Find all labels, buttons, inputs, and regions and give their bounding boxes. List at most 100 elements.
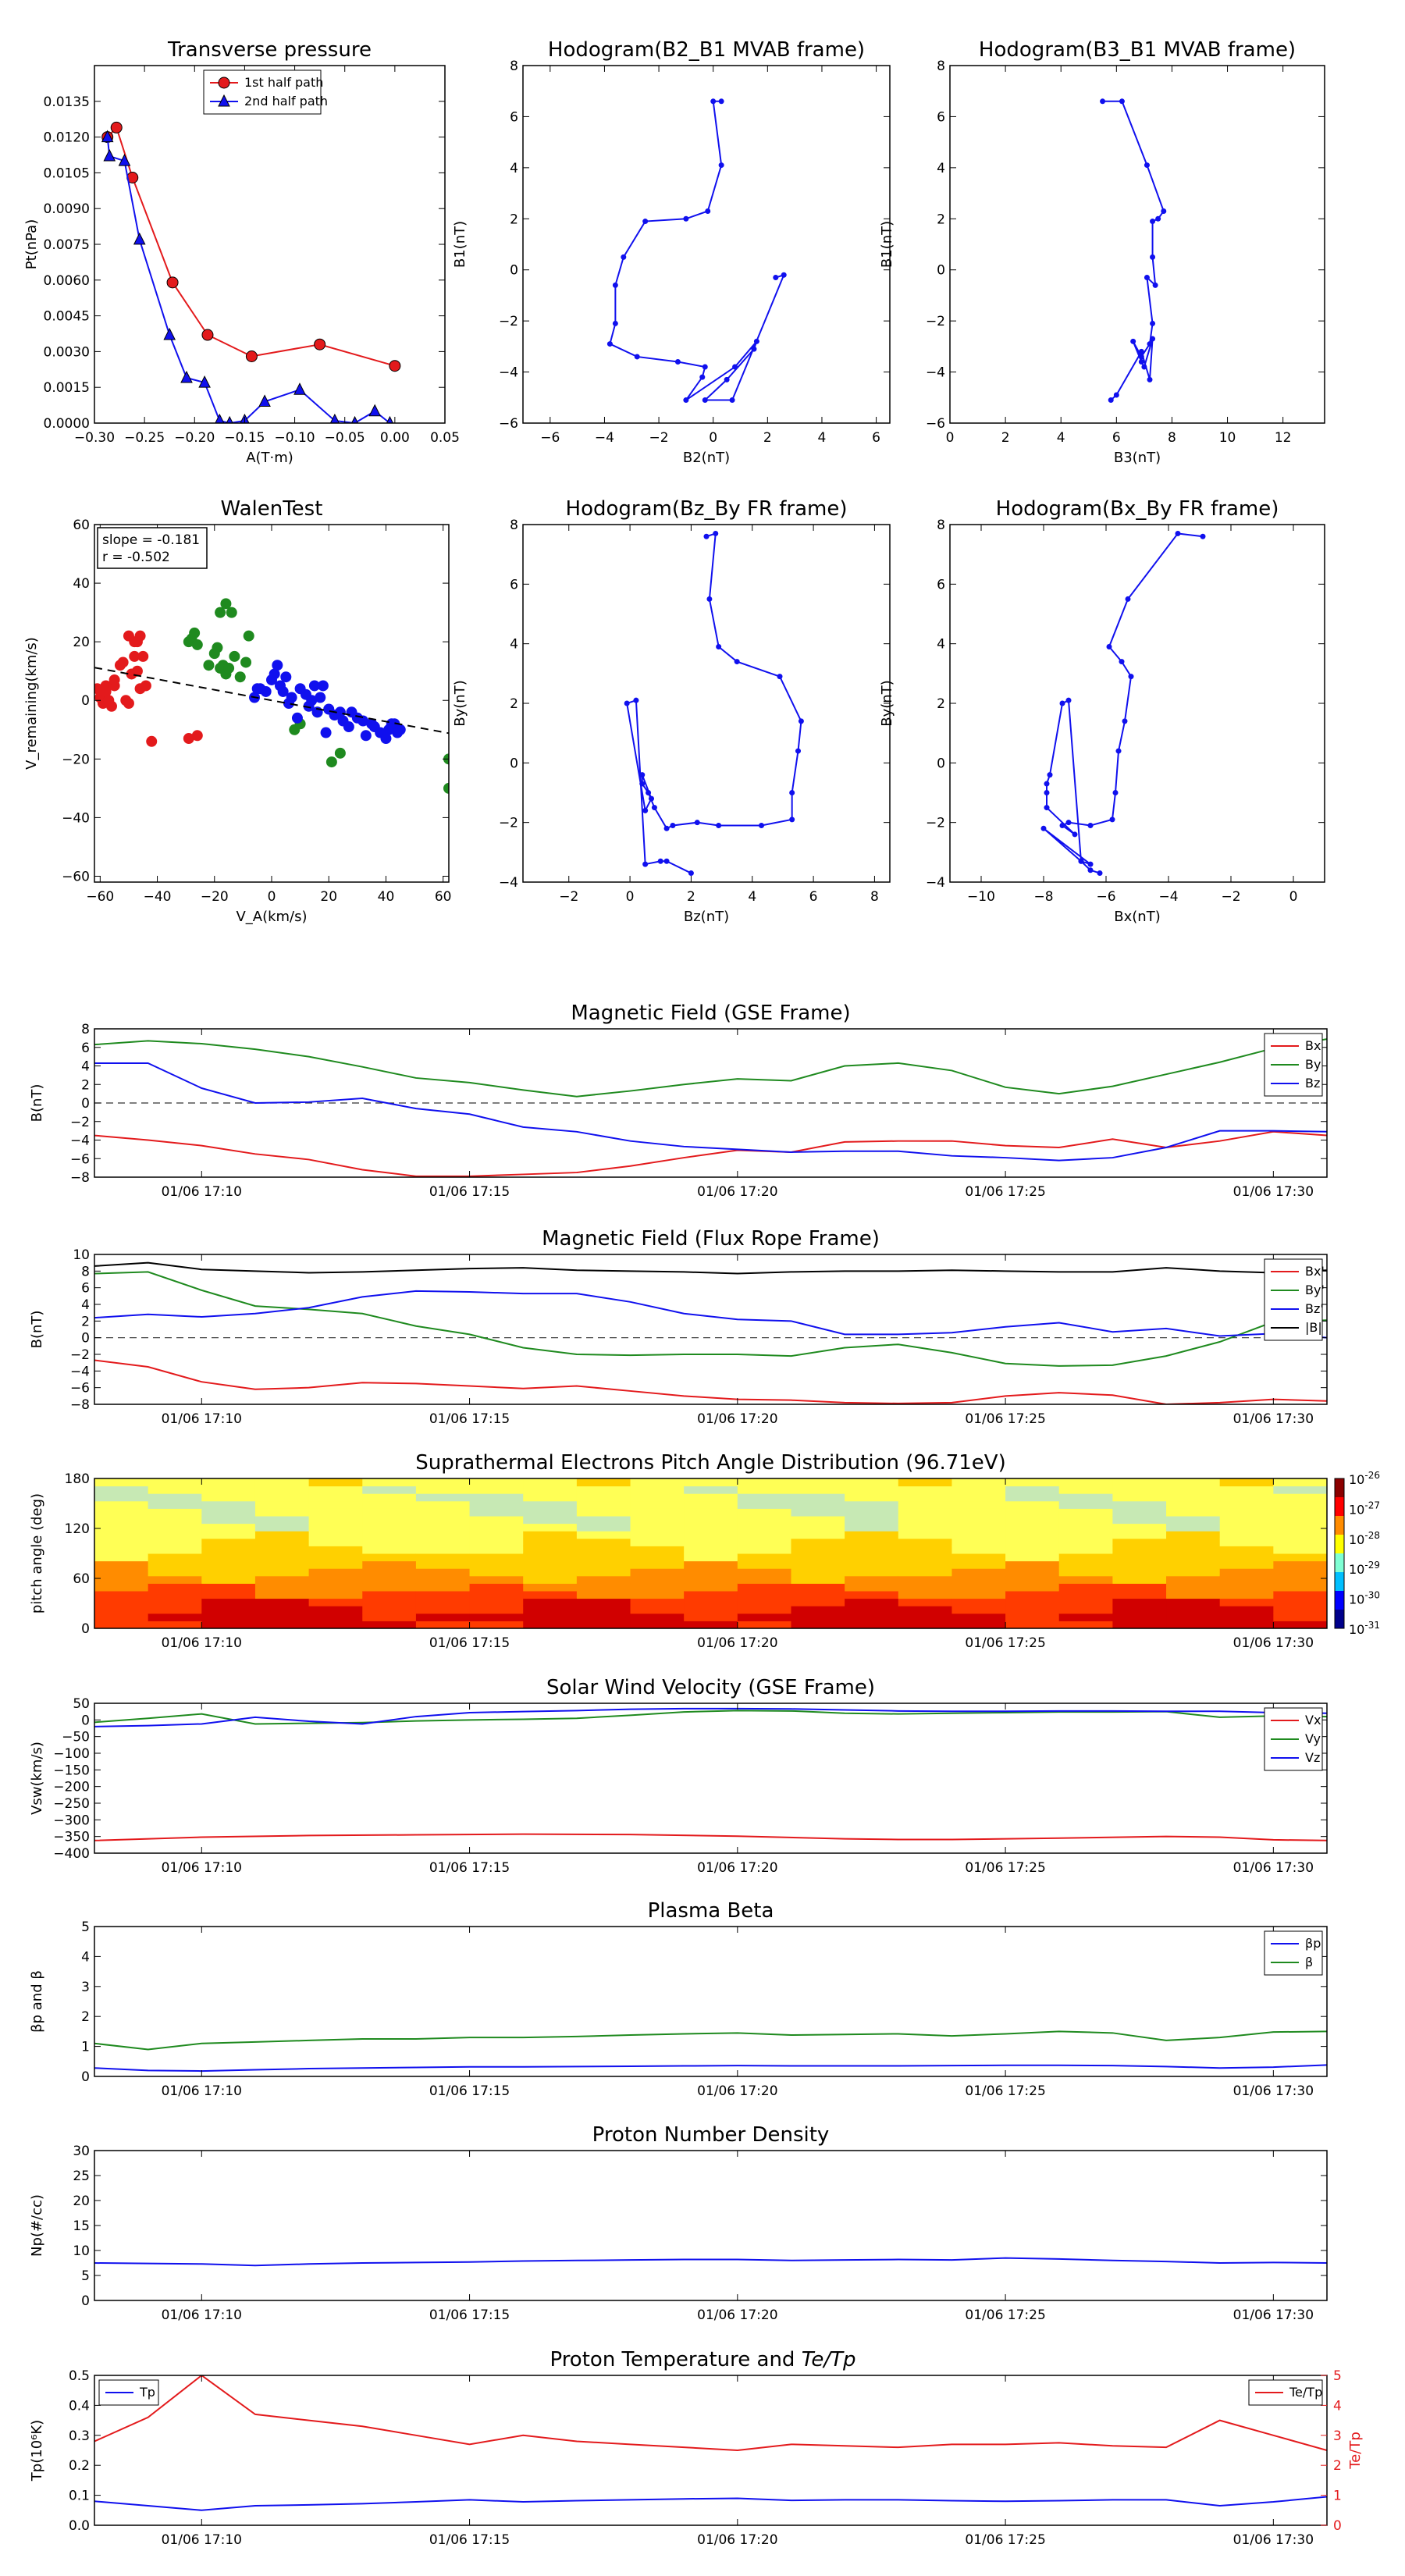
heatmap-cell xyxy=(415,1553,471,1562)
data-point xyxy=(624,700,630,706)
x-tick-label: −6 xyxy=(1096,889,1115,905)
heatmap-cell xyxy=(845,1553,899,1562)
x-tick-label: 01/06 17:30 xyxy=(1233,1184,1314,1200)
data-point xyxy=(201,329,214,341)
data-point xyxy=(133,232,146,245)
heatmap-cell xyxy=(523,1560,578,1569)
heatmap-cell xyxy=(576,1568,631,1577)
heatmap-cell xyxy=(791,1598,845,1606)
heatmap-cell xyxy=(630,1598,685,1606)
colorbar-segment xyxy=(1335,1591,1344,1610)
chart-title: Solar Wind Velocity (GSE Frame) xyxy=(546,1676,875,1699)
data-point xyxy=(166,276,179,289)
y-tick-label: 120 xyxy=(65,1521,90,1537)
chart-title: Plasma Beta xyxy=(648,1899,774,1923)
y-axis-label: B1(nT) xyxy=(452,221,468,268)
heatmap-cell xyxy=(576,1508,631,1517)
series-line-Np xyxy=(94,2257,1327,2267)
y-tick-label: 0 xyxy=(937,756,945,771)
y-axis-label: B(nT) xyxy=(29,1084,45,1123)
scatter-point xyxy=(183,733,194,745)
heatmap-cell xyxy=(1219,1553,1274,1562)
heatmap-cell xyxy=(1219,1485,1274,1494)
chart-title: Proton Temperature and Te/Tp xyxy=(550,2348,855,2371)
data-point xyxy=(751,346,757,352)
heatmap-cell xyxy=(362,1598,417,1606)
heatmap-cell xyxy=(1058,1621,1113,1629)
heatmap-cell xyxy=(898,1575,952,1584)
y-tick-label: 180 xyxy=(65,1471,90,1487)
heatmap-cell xyxy=(415,1485,471,1494)
heatmap-cell xyxy=(737,1560,791,1569)
heatmap-cell xyxy=(791,1591,845,1599)
data-point xyxy=(703,533,710,539)
series-line-B xyxy=(94,1261,1327,1275)
heatmap-cell xyxy=(362,1583,417,1592)
heatmap-cell xyxy=(1112,1613,1167,1621)
heatmap-cell xyxy=(845,1583,899,1592)
heatmap-cell xyxy=(576,1546,631,1554)
series-line-Bz xyxy=(94,1062,1327,1162)
heatmap-cell xyxy=(951,1508,1006,1517)
heatmap-cell xyxy=(308,1546,363,1554)
heatmap-cell xyxy=(523,1553,578,1562)
y-tick-label: 60 xyxy=(73,1571,90,1587)
heatmap-cell xyxy=(469,1575,524,1584)
heatmap-cell xyxy=(201,1508,256,1517)
heatmap-cell xyxy=(1112,1531,1167,1539)
heatmap-cell xyxy=(254,1568,310,1577)
panel-h21: Hodogram(B2_B1 MVAB frame) −6 −4 −2 0 2 4 6 −6 −4… xyxy=(452,38,891,466)
data-point xyxy=(1087,867,1094,873)
heatmap-cell xyxy=(1273,1568,1328,1577)
heatmap-cell xyxy=(469,1493,524,1502)
heatmap-cell xyxy=(684,1575,738,1584)
x-tick-label: 01/06 17:20 xyxy=(697,1860,777,1876)
data-point xyxy=(1044,781,1050,787)
heatmap-cell xyxy=(1058,1553,1113,1562)
heatmap-cell xyxy=(576,1485,631,1494)
data-point xyxy=(389,360,401,372)
data-point xyxy=(1138,348,1144,354)
scatter-point xyxy=(325,756,337,768)
data-point xyxy=(103,148,116,162)
heatmap-cell xyxy=(1219,1531,1274,1539)
y-tick-label: 20 xyxy=(73,2194,90,2209)
plot-area xyxy=(606,98,787,404)
y-tick-label: 0.0060 xyxy=(44,273,90,289)
heatmap-cell xyxy=(1005,1516,1060,1525)
heatmap-cell xyxy=(576,1516,631,1525)
data-point xyxy=(1130,338,1136,344)
y-tick-label: 6 xyxy=(510,577,518,592)
y-tick-label-right: 2 xyxy=(1333,2458,1342,2474)
heatmap-cell xyxy=(684,1485,738,1494)
heatmap-cell xyxy=(94,1598,149,1606)
heatmap-cell xyxy=(201,1621,256,1629)
heatmap-cell xyxy=(1005,1553,1060,1562)
heatmap-cell xyxy=(845,1478,899,1487)
scatter-point xyxy=(220,598,232,610)
heatmap-cell xyxy=(308,1531,363,1539)
heatmap-cell xyxy=(148,1538,202,1546)
heatmap-cell xyxy=(415,1508,471,1517)
heatmap-cell xyxy=(523,1575,578,1584)
heatmap-cell xyxy=(898,1568,952,1577)
heatmap-cell xyxy=(737,1538,791,1546)
plot-frame xyxy=(94,1703,1328,1854)
y-tick-label: 50 xyxy=(73,1696,90,1712)
scatter-point xyxy=(129,650,140,662)
y-tick-label: 4 xyxy=(81,1949,90,1965)
heatmap-cell xyxy=(1112,1621,1167,1629)
heatmap-cell xyxy=(898,1583,952,1592)
legend xyxy=(1264,1258,1323,1341)
heatmap-cell xyxy=(94,1500,149,1509)
panel-bgse: Magnetic Field (GSE Frame) 01/06 17:10 01/… xyxy=(29,1002,1328,1200)
heatmap-cell xyxy=(1005,1606,1060,1614)
heatmap-cell xyxy=(576,1583,631,1592)
y-tick-label: 0 xyxy=(81,1331,90,1347)
x-tick-label: −6 xyxy=(540,430,560,446)
chart-title: Hodogram(B3_B1 MVAB frame) xyxy=(979,38,1296,62)
heatmap-cell xyxy=(308,1560,363,1569)
heatmap-cell xyxy=(523,1583,578,1592)
annotation-text: r = -0.502 xyxy=(102,550,170,565)
scatter-point xyxy=(191,730,203,742)
